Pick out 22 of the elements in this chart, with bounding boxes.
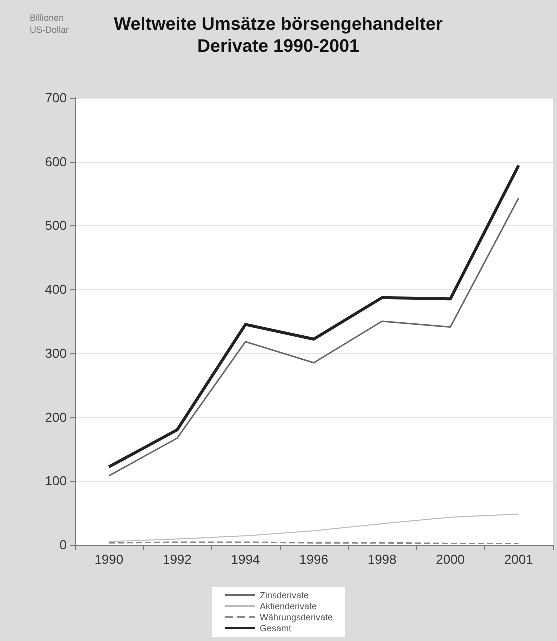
legend-label: Aktienderivate — [260, 602, 318, 612]
y-tick-label: 0 — [60, 538, 67, 552]
y-tick-label: 700 — [45, 90, 67, 106]
legend-label: Gesamt — [260, 624, 292, 634]
y-tick-label: 500 — [45, 218, 67, 234]
x-tick-label: 1996 — [300, 552, 328, 567]
legend-label: Währungsderivate — [260, 612, 334, 622]
y-tick-label: 300 — [45, 346, 67, 361]
x-tick-label: 1998 — [368, 552, 397, 567]
x-tick-label: 1990 — [94, 552, 124, 567]
legend-label: Zinsderivate — [260, 590, 310, 600]
y-tick-label: 100 — [45, 474, 67, 489]
x-tick-label: 2001 — [504, 552, 534, 567]
x-tick-label: 1992 — [162, 552, 192, 567]
x-tick-label: 1994 — [231, 552, 260, 567]
y-tick-label: 600 — [45, 154, 67, 170]
x-tick-label: 2000 — [436, 552, 466, 567]
line-series — [108, 514, 520, 542]
text: Billionen US-Dollar — [30, 13, 70, 35]
y-tick-label: 400 — [45, 282, 67, 298]
chart-title: Weltweite Umsätze börsengehandelter Derivate 1990-2001 — [114, 14, 443, 56]
y-tick-label: 200 — [45, 410, 67, 425]
